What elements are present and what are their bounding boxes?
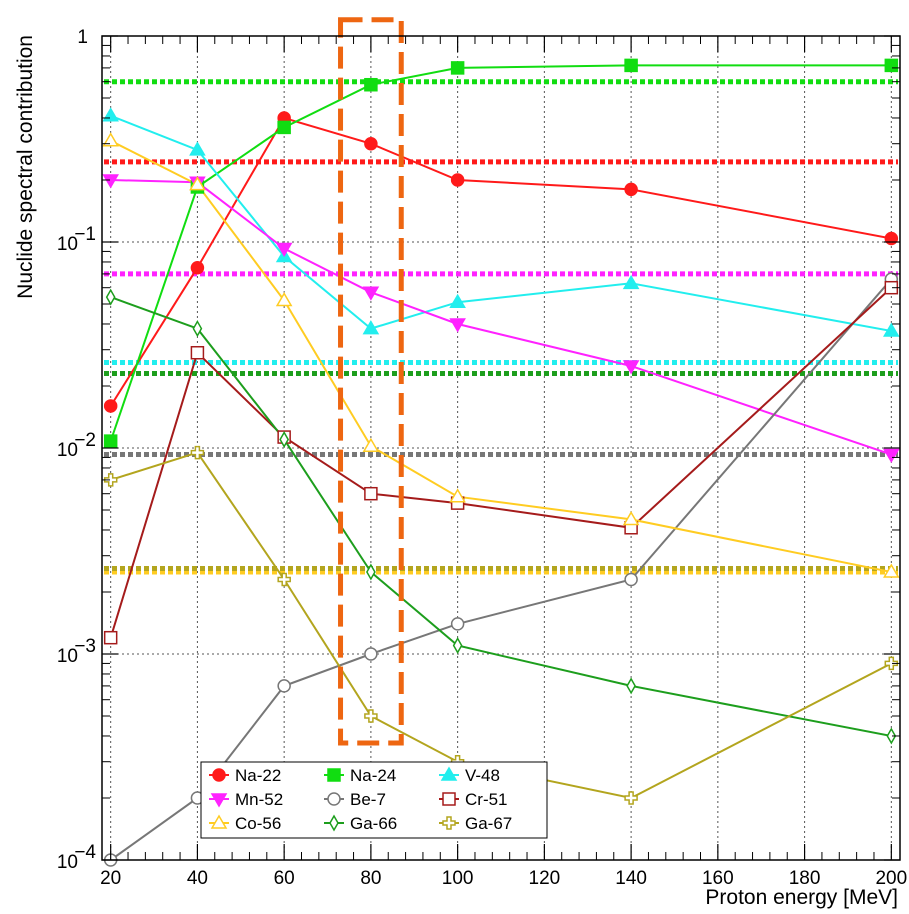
legend-label-na-24: Na-24: [350, 766, 396, 785]
legend-box: [200, 761, 548, 839]
x-tick-label: 140: [615, 868, 647, 889]
y-tick-label: 1: [77, 27, 88, 48]
legend-marker-v-48: [440, 766, 458, 781]
y-tick-label: 10: [57, 440, 78, 461]
legend-marker-ga-67: [442, 816, 456, 830]
x-tick-label: 180: [789, 868, 821, 889]
data-point-cr-51: [190, 345, 205, 360]
data-point-mn-52: [102, 174, 119, 189]
y-tick-label: 10: [57, 646, 78, 667]
axis-ticks: 20 40 60 80 100 120 140 160 180 20010−410−310−210…: [57, 27, 907, 889]
data-point-na-24: [277, 120, 291, 135]
data-point-na-24: [624, 58, 638, 73]
data-point-na-22: [103, 399, 118, 413]
data-point-ga-67: [624, 791, 638, 805]
data-point-na-24: [103, 434, 118, 448]
legend-label-na-22: Na-22: [235, 766, 281, 785]
x-tick-label: 120: [529, 868, 561, 889]
legend-marker-na-22: [212, 768, 226, 782]
data-point-v-48: [362, 320, 380, 335]
x-tick-label: 40: [187, 868, 208, 889]
x-tick-label: 20: [100, 868, 121, 889]
data-point-ga-66: [105, 288, 116, 306]
x-tick-label: 60: [274, 868, 295, 889]
legend-label-be-7: Be-7: [350, 790, 386, 809]
average-lines: [104, 79, 898, 575]
data-point-co-56: [449, 488, 466, 503]
data-point-ga-66: [366, 563, 376, 581]
data-point-be-7: [624, 572, 638, 587]
data-point-be-7: [450, 617, 465, 631]
x-tick-label: 100: [442, 868, 474, 889]
data-point-v-48: [622, 274, 640, 290]
legend-label-v-48: V-48: [465, 766, 500, 785]
data-point-ga-67: [277, 572, 291, 587]
y-tick-label: 10: [57, 852, 78, 873]
legend-label-co-56: Co-56: [235, 814, 281, 833]
data-point-na-22: [624, 182, 638, 197]
data-point-co-56: [362, 437, 380, 452]
legend: Na-22 Na-24 V-48 Mn-52 Be-7 Cr-51 Co-56 Ga-66 Ga…: [200, 761, 548, 839]
legend-label-mn-52: Mn-52: [235, 790, 283, 809]
data-point-ga-66: [192, 320, 203, 338]
legend-marker-ga-66: [329, 814, 339, 832]
highlight-region: [338, 17, 404, 746]
data-point-mn-52: [622, 360, 640, 375]
data-point-ga-66: [452, 636, 463, 654]
x-tick-label: 200: [875, 868, 907, 889]
y-tick-exponent: −3: [74, 636, 96, 657]
data-point-co-56: [275, 292, 293, 307]
y-axis-title: Nuclide spectral contribution: [14, 35, 37, 299]
data-point-na-24: [364, 77, 378, 92]
data-point-ga-67: [884, 656, 899, 671]
data-point-na-22: [190, 260, 205, 275]
data-point-na-22: [884, 231, 899, 246]
data-point-ga-67: [103, 473, 118, 487]
data-point-na-22: [364, 136, 378, 151]
legend-label-ga-66: Ga-66: [350, 814, 397, 833]
data-point-co-56: [189, 176, 206, 191]
x-tick-label: 160: [702, 868, 734, 889]
data-point-ga-66: [886, 727, 897, 745]
y-tick-exponent: −2: [74, 430, 96, 451]
legend-marker-na-24: [327, 768, 341, 782]
data-point-mn-52: [883, 448, 900, 463]
y-tick-exponent: −1: [74, 224, 96, 245]
x-tick-label: 80: [360, 868, 381, 889]
series-markers: [102, 58, 900, 867]
legend-marker-mn-52: [210, 793, 228, 808]
data-point-mn-52: [275, 242, 293, 257]
data-point-cr-51: [103, 630, 118, 645]
data-point-mn-52: [362, 286, 380, 301]
y-tick-exponent: −4: [74, 842, 96, 863]
data-point-co-56: [622, 510, 640, 526]
x-axis-title: Proton energy [MeV]: [705, 886, 898, 909]
highlight-box: [338, 17, 404, 746]
legend-marker-cr-51: [442, 792, 456, 806]
data-point-v-48: [883, 322, 900, 337]
data-point-be-7: [277, 679, 291, 693]
data-point-ga-66: [279, 430, 290, 448]
data-point-ga-66: [626, 677, 636, 695]
data-point-v-48: [189, 141, 206, 156]
y-tick-label: 10: [57, 234, 78, 255]
data-point-co-56: [102, 132, 119, 147]
data-point-cr-51: [364, 486, 378, 501]
legend-marker-co-56: [210, 814, 228, 829]
data-point-ga-67: [190, 445, 205, 460]
data-point-co-56: [883, 563, 900, 578]
legend-label-cr-51: Cr-51: [465, 790, 508, 809]
legend-marker-be-7: [327, 792, 341, 806]
data-point-na-24: [450, 61, 465, 75]
data-point-mn-52: [449, 318, 466, 333]
data-point-na-24: [884, 58, 899, 73]
data-point-na-22: [450, 173, 465, 187]
data-point-be-7: [364, 647, 378, 661]
legend-label-ga-67: Ga-67: [465, 814, 512, 833]
data-point-v-48: [449, 293, 466, 308]
data-point-ga-67: [364, 709, 378, 723]
